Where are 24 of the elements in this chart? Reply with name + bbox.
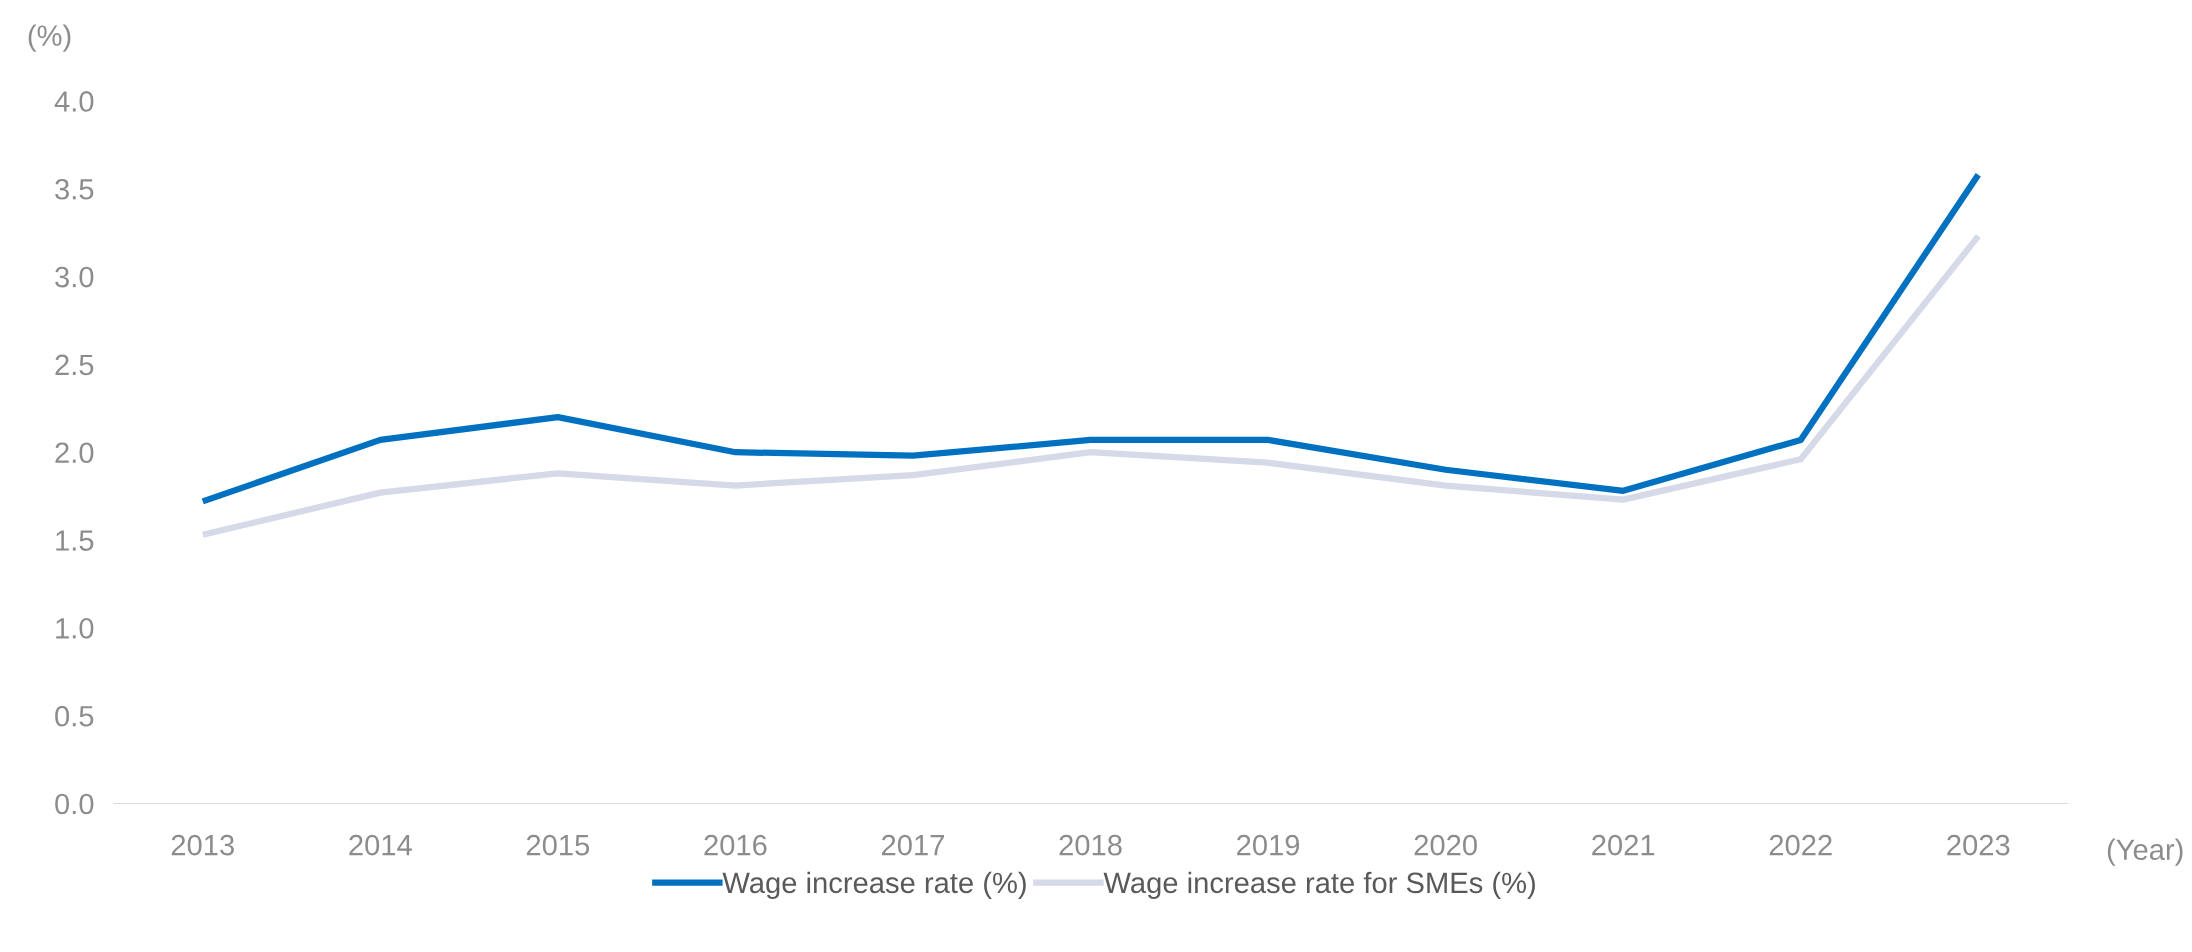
x-tick-label: 2020 xyxy=(1414,834,1477,856)
x-tick-label: 2023 xyxy=(1947,834,2010,856)
legend-label: Wage increase rate (%) xyxy=(722,871,1026,899)
x-tick-label: 2022 xyxy=(1769,834,1832,856)
x-tick-label: 2015 xyxy=(526,834,590,856)
y-tick-label: 2.0 xyxy=(55,442,94,464)
y-tick-label: 3.5 xyxy=(55,178,94,200)
y-tick-label: 4.0 xyxy=(54,91,94,112)
y-tick-label: 1.0 xyxy=(56,618,94,639)
y-tick-label: 3.0 xyxy=(55,266,94,288)
y-tick-label: 0.0 xyxy=(55,793,94,815)
x-tick-label: 2021 xyxy=(1592,834,1655,856)
x-tick-label: 2017 xyxy=(882,834,944,856)
x-tick-label: 2016 xyxy=(704,834,767,856)
x-tick-label: 2018 xyxy=(1059,834,1122,856)
y-tick-label: 0.5 xyxy=(55,705,94,727)
x-axis-title: (Year) xyxy=(2107,838,2183,866)
legend-label: Wage increase rate for SMEs (%) xyxy=(1103,871,1535,899)
y-tick-label: 2.5 xyxy=(55,354,94,376)
x-tick-label: 2013 xyxy=(171,834,234,856)
x-tick-label: 2014 xyxy=(349,834,412,856)
x-tick-label: 2019 xyxy=(1237,834,1300,856)
y-axis-title: (%) xyxy=(28,24,71,52)
y-tick-label: 1.5 xyxy=(56,530,94,551)
